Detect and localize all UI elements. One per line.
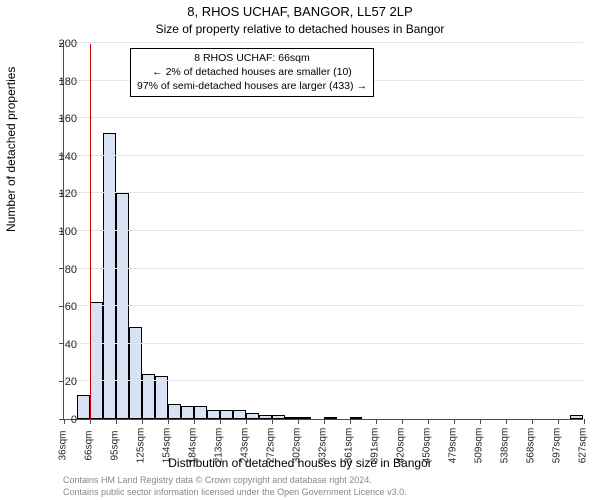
y-tick-label: 200	[41, 38, 77, 50]
footer-line-1: Contains HM Land Registry data © Crown c…	[63, 475, 407, 487]
histogram-bar	[90, 302, 103, 419]
gridline	[64, 305, 583, 306]
x-tick-mark	[376, 419, 377, 424]
y-tick-label: 60	[41, 301, 77, 313]
y-axis-label: Number of detached properties	[4, 67, 18, 232]
y-tick-label: 100	[41, 226, 77, 238]
x-tick-mark	[272, 419, 273, 424]
x-tick-mark	[532, 419, 533, 424]
chart-subtitle: Size of property relative to detached ho…	[0, 22, 600, 36]
plot-area	[63, 44, 583, 420]
x-tick-mark	[142, 419, 143, 424]
x-tick-mark	[454, 419, 455, 424]
gridline	[64, 42, 583, 43]
property-size-chart: 8, RHOS UCHAF, BANGOR, LL57 2LP Size of …	[0, 0, 600, 500]
x-tick-mark	[194, 419, 195, 424]
histogram-bar	[103, 133, 116, 419]
x-tick-mark	[584, 419, 585, 424]
x-tick-mark	[350, 419, 351, 424]
histogram-bar	[246, 413, 259, 419]
histogram-bar	[298, 417, 311, 419]
x-tick-mark	[324, 419, 325, 424]
x-tick-mark	[246, 419, 247, 424]
histogram-bar	[129, 327, 142, 419]
gridline	[64, 230, 583, 231]
annotation-line: 97% of semi-detached houses are larger (…	[137, 79, 367, 93]
y-tick-label: 80	[41, 264, 77, 276]
histogram-bar	[233, 410, 246, 419]
histogram-bar	[285, 417, 298, 419]
x-tick-mark	[298, 419, 299, 424]
x-axis-label: Distribution of detached houses by size …	[0, 456, 600, 470]
y-tick-label: 160	[41, 113, 77, 125]
x-tick-mark	[402, 419, 403, 424]
y-tick-label: 20	[41, 376, 77, 388]
x-tick-mark	[428, 419, 429, 424]
gridline	[64, 117, 583, 118]
x-tick-mark	[558, 419, 559, 424]
histogram-bar	[207, 410, 220, 419]
histogram-bar	[259, 415, 272, 419]
y-tick-label: 0	[41, 414, 77, 426]
bars-container	[64, 44, 583, 419]
chart-title: 8, RHOS UCHAF, BANGOR, LL57 2LP	[0, 4, 600, 19]
gridline	[64, 343, 583, 344]
histogram-bar	[194, 406, 207, 419]
histogram-bar	[570, 415, 583, 419]
reference-line	[90, 44, 91, 419]
gridline	[64, 155, 583, 156]
annotation-line: 8 RHOS UCHAF: 66sqm	[137, 51, 367, 65]
histogram-bar	[181, 406, 194, 419]
y-tick-label: 40	[41, 339, 77, 351]
y-tick-label: 180	[41, 76, 77, 88]
x-tick-mark	[90, 419, 91, 424]
gridline	[64, 380, 583, 381]
histogram-bar	[220, 410, 233, 419]
x-tick-mark	[220, 419, 221, 424]
annotation-line: ← 2% of detached houses are smaller (10)	[137, 65, 367, 79]
x-tick-mark	[480, 419, 481, 424]
x-tick-mark	[506, 419, 507, 424]
y-tick-label: 140	[41, 151, 77, 163]
x-tick-mark	[116, 419, 117, 424]
histogram-bar	[272, 415, 285, 419]
footer-line-2: Contains public sector information licen…	[63, 487, 407, 499]
gridline	[64, 192, 583, 193]
histogram-bar	[350, 417, 363, 419]
gridline	[64, 268, 583, 269]
chart-footer: Contains HM Land Registry data © Crown c…	[63, 475, 407, 498]
x-tick-mark	[168, 419, 169, 424]
histogram-bar	[324, 417, 337, 419]
y-tick-label: 120	[41, 188, 77, 200]
annotation-box: 8 RHOS UCHAF: 66sqm← 2% of detached hous…	[130, 48, 374, 97]
histogram-bar	[77, 395, 90, 419]
histogram-bar	[116, 193, 129, 419]
histogram-bar	[155, 376, 168, 419]
histogram-bar	[168, 404, 181, 419]
